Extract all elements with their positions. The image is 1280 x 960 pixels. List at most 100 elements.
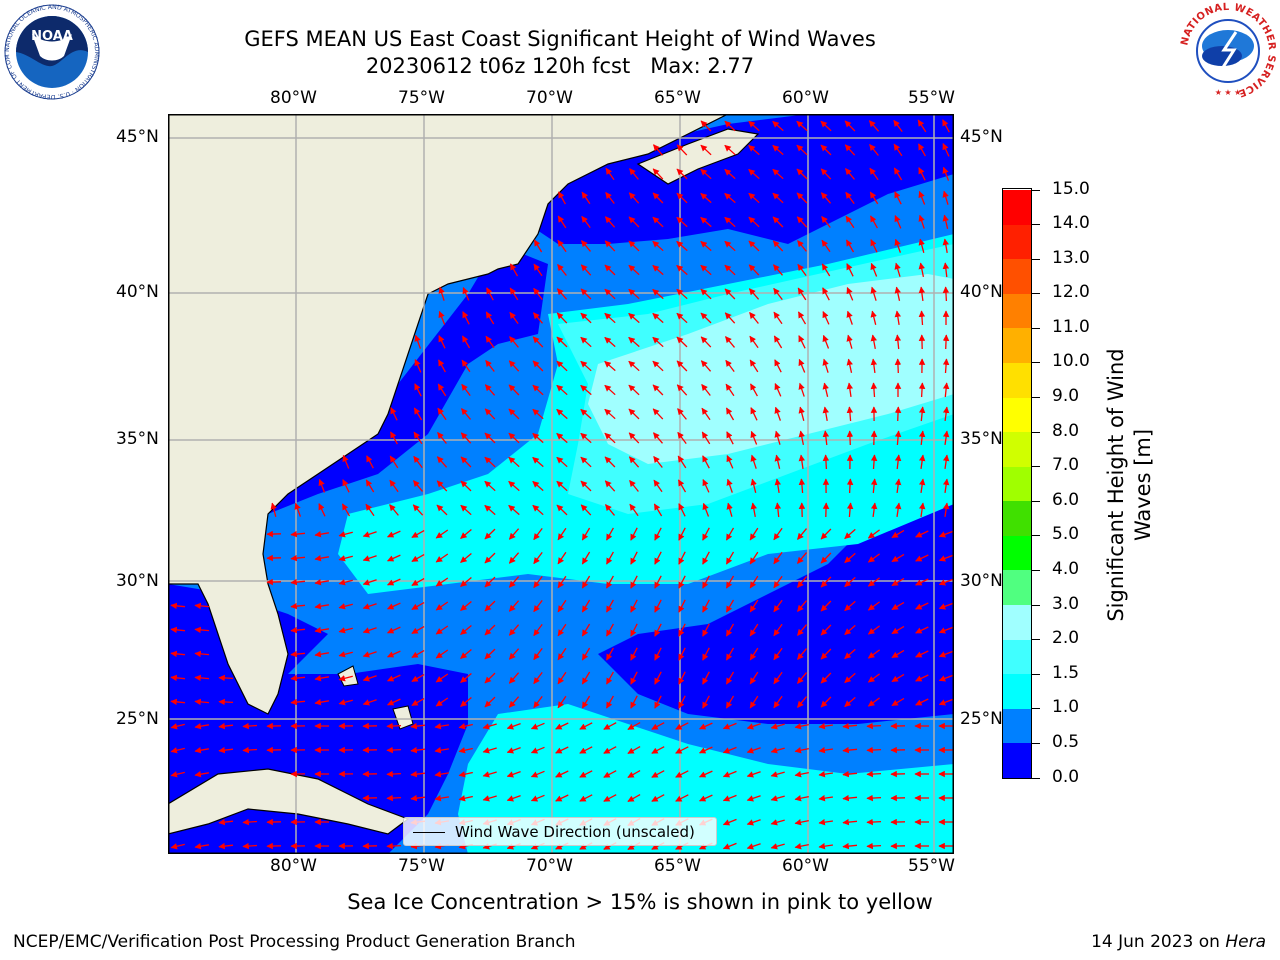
colorbar-segment xyxy=(1003,189,1031,225)
wave-direction-arrow xyxy=(604,264,616,276)
footer-date-text: 14 Jun 2023 on xyxy=(1091,932,1226,952)
wave-direction-arrow xyxy=(605,167,615,181)
colorbar-tick-label: 8.0 xyxy=(1052,420,1080,441)
wave-direction-arrow xyxy=(822,287,830,301)
wave-direction-arrow xyxy=(555,722,569,730)
wave-direction-arrow xyxy=(580,456,592,468)
wave-direction-arrow xyxy=(822,334,830,349)
wave-direction-arrow xyxy=(484,384,496,396)
wave-direction-arrow xyxy=(434,722,450,730)
wave-direction-arrow xyxy=(509,311,519,324)
wave-direction-arrow xyxy=(773,575,783,589)
wave-direction-arrow xyxy=(891,673,905,683)
svg-text:★ ★ ★: ★ ★ ★ xyxy=(1215,88,1242,97)
wave-direction-arrow xyxy=(820,624,832,636)
wave-direction-arrow xyxy=(460,432,472,444)
wave-direction-arrow xyxy=(820,696,832,708)
wave-direction-arrow xyxy=(772,192,784,204)
wave-direction-arrow xyxy=(387,530,401,538)
wave-direction-arrow xyxy=(386,794,402,802)
colorbar-tick xyxy=(1032,327,1040,329)
wave-direction-arrow xyxy=(651,794,665,802)
wave-direction-arrow xyxy=(894,238,902,253)
wave-direction-arrow xyxy=(170,723,185,730)
wave-direction-arrow xyxy=(290,578,306,586)
wave-direction-arrow xyxy=(770,747,785,754)
colorbar-title-line2: Waves [m] xyxy=(1131,428,1155,542)
wave-direction-arrow xyxy=(818,818,833,826)
wave-direction-arrow xyxy=(604,360,616,372)
wave-direction-arrow xyxy=(722,722,737,730)
wave-direction-arrow xyxy=(194,698,210,706)
wave-direction-arrow xyxy=(797,576,807,588)
wave-direction-arrow xyxy=(867,601,880,611)
wave-direction-arrow xyxy=(194,722,210,730)
map-legend: Wind Wave Direction (unscaled) xyxy=(403,817,717,846)
wave-direction-arrow xyxy=(604,456,616,468)
wave-direction-arrow xyxy=(556,408,568,420)
wave-direction-arrow xyxy=(866,818,882,826)
wave-direction-arrow xyxy=(699,794,713,802)
lon-label-bottom-65w: 65°W xyxy=(654,856,701,876)
wave-direction-arrow xyxy=(338,555,353,562)
wave-direction-arrow xyxy=(338,699,353,706)
wave-direction-arrow xyxy=(750,478,757,493)
wave-direction-arrow xyxy=(726,502,733,517)
lat-label-right-30n: 30°N xyxy=(960,571,1003,591)
wave-direction-arrow xyxy=(482,723,497,730)
wave-direction-arrow xyxy=(194,626,210,634)
wave-direction-arrow xyxy=(700,360,712,372)
wave-direction-arrow xyxy=(676,384,688,396)
wave-direction-arrow xyxy=(290,530,306,538)
wave-direction-arrow xyxy=(533,624,543,637)
wave-direction-arrow xyxy=(820,552,832,564)
wave-direction-arrow xyxy=(724,312,736,324)
wave-direction-arrow xyxy=(508,600,520,612)
wave-direction-arrow xyxy=(891,529,905,539)
wave-direction-arrow xyxy=(846,406,854,422)
wave-direction-arrow xyxy=(362,531,377,538)
wave-direction-arrow xyxy=(845,215,855,229)
wave-direction-arrow xyxy=(603,722,617,730)
wave-direction-arrow xyxy=(726,478,733,493)
wave-direction-arrow xyxy=(651,722,665,730)
wave-direction-arrow xyxy=(218,842,234,850)
wave-direction-arrow xyxy=(218,722,234,730)
wave-direction-arrow xyxy=(652,408,664,420)
wave-direction-arrow xyxy=(338,651,353,658)
wave-direction-arrow xyxy=(556,384,568,396)
wave-direction-arrow xyxy=(533,672,543,685)
wave-direction-arrow xyxy=(362,675,377,682)
legend-line-swatch xyxy=(413,832,445,833)
wave-direction-arrow xyxy=(772,168,784,180)
wave-direction-arrow xyxy=(338,675,353,682)
wave-direction-arrow xyxy=(460,504,472,516)
wave-direction-arrow xyxy=(942,190,949,205)
wave-direction-arrow xyxy=(702,551,710,565)
wave-direction-arrow xyxy=(700,192,712,204)
wave-direction-arrow xyxy=(818,842,833,850)
wave-direction-arrow xyxy=(870,502,878,517)
wave-direction-arrow xyxy=(938,650,953,658)
colorbar-tick xyxy=(1032,362,1040,364)
wave-direction-arrow xyxy=(722,770,737,778)
wave-direction-arrow xyxy=(774,406,782,421)
wave-direction-arrow xyxy=(580,504,592,516)
wave-direction-arrow xyxy=(581,240,591,252)
colorbar-segment xyxy=(1003,224,1031,260)
wave-direction-arrow xyxy=(170,650,186,658)
wave-direction-arrow xyxy=(749,527,759,541)
wave-direction-arrow xyxy=(891,625,905,635)
colorbar-tick-label: 6.0 xyxy=(1052,489,1080,510)
wave-direction-arrow xyxy=(748,168,760,180)
wave-direction-arrow xyxy=(413,455,423,468)
wave-direction-arrow xyxy=(509,263,519,277)
wave-direction-arrow xyxy=(700,144,712,156)
wave-band-low-southeast xyxy=(598,444,954,724)
colorbar-tick xyxy=(1032,224,1040,226)
wave-direction-arrow xyxy=(411,650,425,658)
wave-direction-arrow xyxy=(918,286,926,301)
wave-direction-arrow xyxy=(509,336,519,348)
wave-direction-arrow xyxy=(942,478,950,493)
wave-direction-arrow xyxy=(870,478,878,494)
